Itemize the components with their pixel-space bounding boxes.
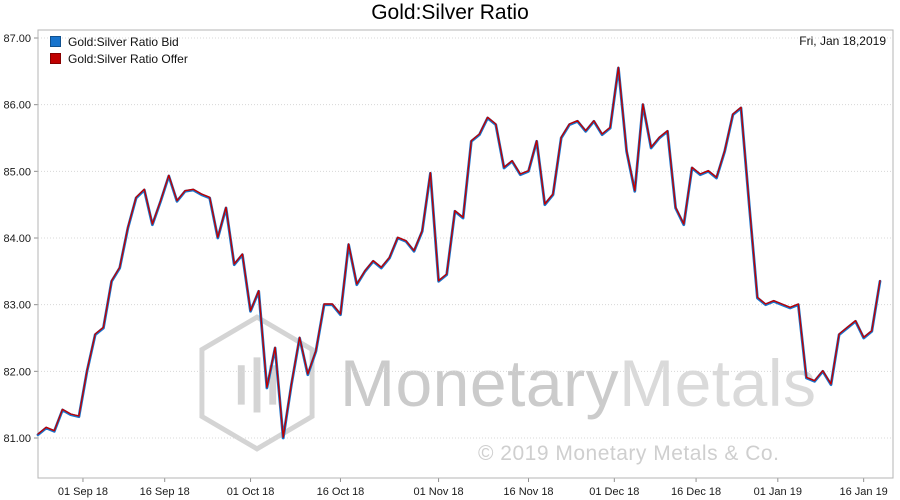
x-tick-label: 01 Dec 18 [589, 486, 639, 498]
x-tick-label: 01 Jan 19 [754, 486, 802, 498]
y-tick-label: 84.00 [3, 233, 31, 245]
x-tick-label: 01 Oct 18 [227, 486, 275, 498]
offer-line[interactable] [37, 66, 881, 438]
plot-border [37, 29, 894, 479]
x-tick-label: 16 Nov 18 [503, 486, 553, 498]
x-tick-label: 16 Sep 18 [140, 486, 190, 498]
y-tick-label: 87.00 [3, 33, 31, 45]
y-tick-label: 82.00 [3, 366, 31, 378]
y-tick-label: 85.00 [3, 166, 31, 178]
legend-item-bid[interactable]: Gold:Silver Ratio Bid [50, 33, 188, 50]
watermark-metals: Metals [619, 346, 817, 420]
watermark-monetary: Monetary [340, 346, 620, 420]
y-tick-label: 83.00 [3, 300, 31, 312]
x-tick-label: 01 Nov 18 [413, 486, 463, 498]
watermark-text: MonetaryMetals [340, 350, 817, 416]
watermark: MonetaryMetals [198, 314, 817, 452]
offer-swatch-icon [50, 53, 61, 64]
y-tick-label: 81.00 [3, 433, 31, 445]
x-tick-label: 01 Sep 18 [58, 486, 108, 498]
y-tick-label: 86.00 [3, 100, 31, 112]
x-tick-label: 16 Jan 19 [839, 486, 887, 498]
legend-label-offer: Gold:Silver Ratio Offer [68, 51, 188, 66]
monetary-metals-logo-icon [199, 314, 315, 452]
x-tick-label: 16 Dec 18 [671, 486, 721, 498]
page-title: Gold:Silver Ratio [371, 1, 529, 24]
x-tick-label: 16 Oct 18 [317, 486, 365, 498]
legend-label-bid: Gold:Silver Ratio Bid [68, 34, 179, 49]
legend-item-offer[interactable]: Gold:Silver Ratio Offer [50, 50, 188, 67]
copyright-text: © 2019 Monetary Metals & Co. [478, 442, 780, 465]
bid-swatch-icon [50, 36, 61, 47]
date-label: Fri, Jan 18,2019 [799, 34, 886, 48]
legend: Gold:Silver Ratio Bid Gold:Silver Ratio … [50, 33, 188, 67]
